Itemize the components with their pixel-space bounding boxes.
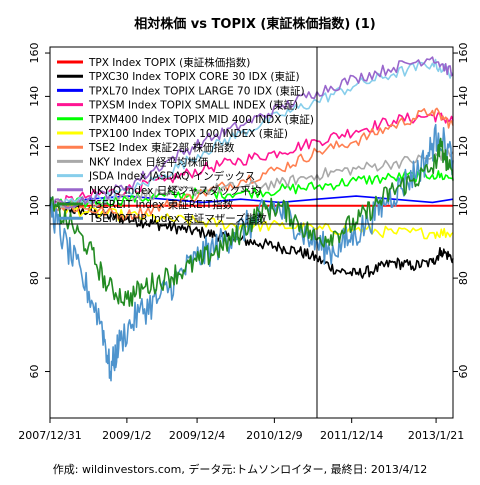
y-tick-label-left: 160 [28, 43, 41, 64]
x-tick-label: 2007/12/31 [18, 429, 81, 442]
legend-label-6: TSE2 Index 東証2部 株価指数 [88, 141, 235, 154]
series-line-4 [49, 169, 454, 208]
series-line-9 [49, 56, 454, 209]
y-tick-label-right: 160 [457, 43, 470, 64]
legend-label-11: TSEMOTHR Index 東証マザーズ指数 [88, 212, 267, 225]
series-line-8 [49, 58, 454, 207]
x-tick-label: 2013/1/21 [408, 429, 464, 442]
y-tick-label-right: 100 [457, 195, 470, 216]
series-line-1 [49, 200, 454, 279]
series-line-6 [49, 107, 454, 222]
chart-title: 相対株価 vs TOPIX (東証株価指数) (1) [134, 16, 375, 32]
legend: TPX Index TOPIX (東証株価指数)TPXC30 Index TOP… [57, 56, 314, 225]
x-tick-label: 2010/12/9 [246, 429, 302, 442]
legend-label-10: TSEREIT Index 東証REIT指数 [88, 198, 234, 211]
y-tick-label-left: 140 [28, 86, 41, 107]
legend-label-9: NKYJQ Index 日経ジャスダック平均 [89, 184, 261, 197]
series-line-11 [49, 123, 454, 382]
y-tick-label-left: 120 [28, 136, 41, 157]
legend-label-5: TPX100 Index TOPIX 100 INDEX (東証) [88, 127, 288, 140]
legend-label-0: TPX Index TOPIX (東証株価指数) [88, 56, 250, 69]
reference-lines [50, 47, 453, 418]
x-tick-label: 2009/12/4 [169, 429, 225, 442]
x-tick-label: 2011/12/14 [320, 429, 383, 442]
legend-label-2: TPXL70 Index TOPIX LARGE 70 IDX (東証) [88, 84, 305, 97]
plot-frame [49, 46, 454, 419]
y-tick-label-right: 60 [457, 365, 470, 379]
legend-label-7: NKY Index 日経平均株価 [89, 155, 208, 168]
legend-label-3: TPXSM Index TOPIX SMALL INDEX (東証) [88, 99, 298, 112]
y-tick-label-left: 80 [28, 271, 41, 285]
y-tick-label-left: 100 [28, 195, 41, 216]
y-tick-label-right: 140 [457, 86, 470, 107]
y-tick-label-left: 60 [28, 365, 41, 379]
legend-label-4: TPXM400 Index TOPIX MID 400 INDX (東証) [88, 113, 314, 126]
x-tick-label: 2009/1/2 [102, 429, 151, 442]
series-line-5 [49, 201, 454, 240]
axes: 60 60 80 80 100 100 120 120 140 140 160 160 2007/12/… [18, 43, 470, 442]
chart-caption: 作成: wildinvestors.com, データ元:トムソンロイター, 最終… [53, 462, 427, 476]
legend-label-8: JSDA Index JASDAQ インデックス [88, 170, 255, 183]
legend-label-1: TPXC30 Index TOPIX CORE 30 IDX (東証) [88, 70, 300, 83]
series-line-7 [49, 147, 454, 211]
series-layer [49, 56, 454, 382]
y-tick-label-right: 120 [457, 136, 470, 157]
y-tick-label-right: 80 [457, 271, 470, 285]
series-line-10 [49, 137, 454, 307]
